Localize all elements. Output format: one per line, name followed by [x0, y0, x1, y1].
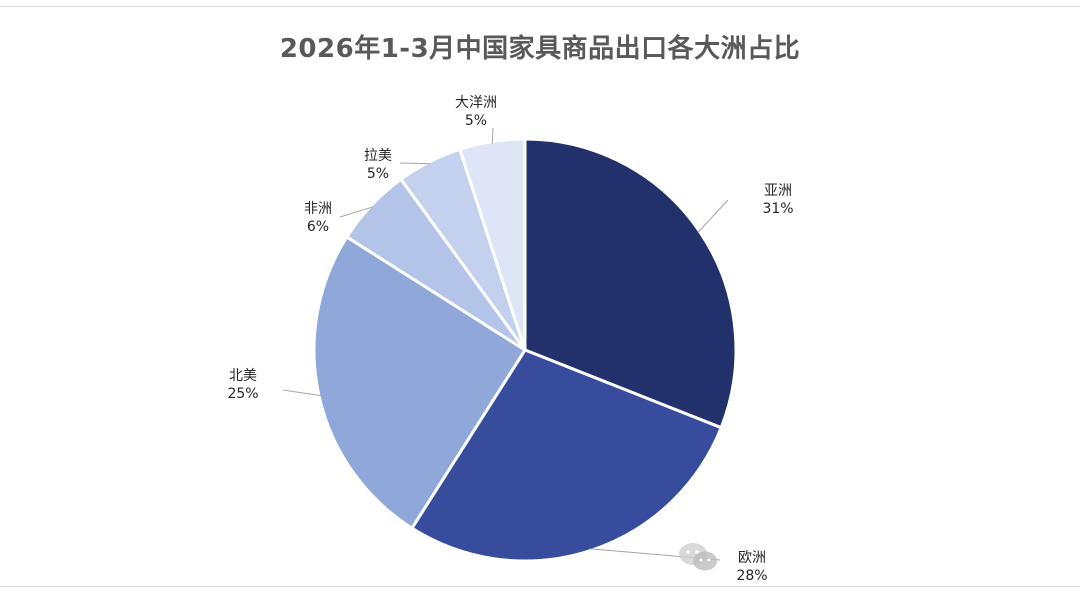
slice-value-label-3: 25%	[227, 386, 258, 402]
bottom-border	[0, 586, 1080, 587]
leader-line-5	[399, 162, 431, 165]
slice-label-1: 亚洲	[764, 183, 792, 199]
leader-line-3	[282, 389, 322, 397]
slice-value-label-6: 5%	[465, 113, 487, 129]
slice-label-4: 非洲	[304, 201, 332, 217]
pie-slice-3	[312, 235, 527, 530]
pie-slice-2	[410, 348, 723, 563]
slice-value-label-1: 31%	[762, 201, 793, 217]
leader-line-4	[339, 206, 373, 218]
pie-slices	[312, 137, 738, 563]
chart-title: 2026年1-3月中国家具商品出口各大洲占比	[279, 34, 801, 64]
leader-line-1	[697, 199, 729, 233]
slice-label-5: 拉美	[364, 148, 392, 164]
leader-line-6	[491, 127, 494, 144]
slice-labels: 亚洲 31% 欧洲 28% 北美 25% 非洲 6% 拉美 5% 大洋洲 5%	[227, 95, 793, 584]
slice-label-6: 大洋洲	[455, 95, 497, 111]
wechat-watermark-icon	[679, 543, 717, 571]
slice-label-3: 北美	[229, 368, 257, 384]
slice-value-label-4: 6%	[307, 219, 329, 235]
slice-label-2: 欧洲	[738, 550, 766, 566]
slice-value-label-5: 5%	[367, 166, 389, 182]
top-border	[0, 6, 1080, 7]
slice-value-label-2: 28%	[736, 568, 767, 584]
